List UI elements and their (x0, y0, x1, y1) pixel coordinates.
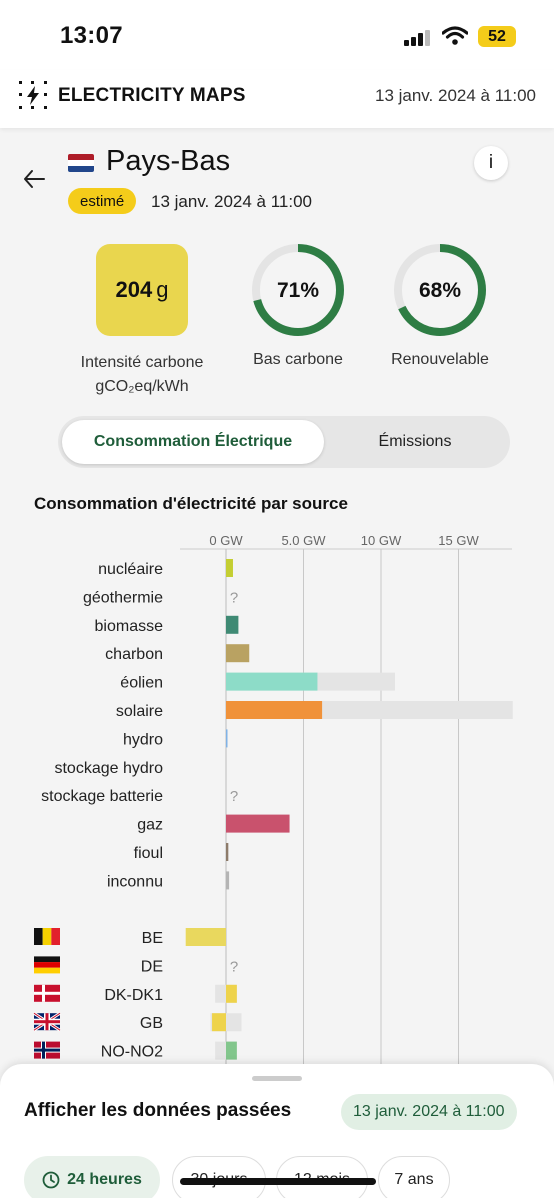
estimated-badge: estimé (68, 188, 137, 214)
view-toggle: Consommation Électrique Émissions (58, 416, 510, 468)
flag-stripe (51, 928, 60, 945)
source-bar (226, 672, 318, 691)
chart-title: Consommation d'électricité par source (34, 494, 348, 513)
source-label: solaire (116, 703, 163, 720)
period-7y-button[interactable]: 7 ans (378, 1156, 450, 1198)
renewable-donut (394, 244, 486, 336)
source-label: stockage hydro (54, 760, 163, 777)
battery-indicator: 52 (478, 26, 516, 47)
source-bar (226, 559, 233, 577)
home-indicator (180, 1178, 376, 1185)
source-bar (226, 871, 230, 890)
netherlands-flag-icon (68, 154, 94, 172)
axis-tick-label: 5.0 GW (281, 533, 326, 548)
carbon-intensity-unit: g (156, 277, 169, 302)
period-12m-button[interactable]: 12 mois (276, 1156, 368, 1198)
status-time: 13:07 (60, 22, 123, 49)
app-title: ELECTRICITY MAPS (58, 85, 246, 106)
carbon-intensity-unit-label: gCO₂eq/kWh (95, 378, 189, 395)
source-label: stockage batterie (41, 788, 163, 805)
exchange-label: GB (140, 1015, 163, 1032)
axis-tick-label: 0 GW (209, 533, 243, 548)
low-carbon-value: 71% (276, 279, 320, 302)
history-date-pill[interactable]: 13 janv. 2024 à 11:00 (341, 1094, 517, 1130)
period-24h-button[interactable]: 24 heures (24, 1156, 160, 1198)
source-label: charbon (105, 646, 163, 663)
period-24h-label: 24 heures (67, 1171, 142, 1188)
exchange-label: DE (141, 958, 163, 975)
clock-icon (42, 1171, 60, 1189)
wifi-icon (442, 26, 468, 45)
exchange-bar (226, 984, 237, 1003)
app-header: ELECTRICITY MAPS 13 janv. 2024 à 11:00 (0, 70, 554, 128)
flag-stripe (42, 928, 52, 945)
source-label: fioul (134, 845, 163, 862)
exchange-label: NO-NO2 (101, 1044, 163, 1061)
source-label: inconnu (107, 873, 163, 890)
renewable-arc (394, 244, 486, 336)
carbon-intensity-label-line1: Intensité carbone (80, 354, 204, 371)
source-bar (226, 701, 323, 719)
back-arrow-icon[interactable] (22, 168, 46, 190)
sheet-drag-handle[interactable] (252, 1076, 302, 1081)
exchange-bar (185, 928, 226, 946)
flag-stripe (34, 962, 60, 968)
carbon-intensity-label: Intensité carbone gCO₂eq/kWh (62, 351, 222, 399)
electricity-maps-logo-icon[interactable] (18, 80, 48, 110)
consumption-by-source-chart: 0 GW 5.0 GW 10 GW 15 GW nucléaire géothermie?… (33, 533, 513, 1065)
unknown-value-mark: ? (230, 958, 238, 975)
flag-cross (34, 991, 60, 995)
exchange-bar (212, 1013, 226, 1032)
low-carbon-donut (252, 244, 344, 336)
history-sheet: Afficher les données passées 13 janv. 20… (0, 1064, 554, 1198)
flag-cross (34, 1020, 60, 1024)
source-label: nucléaire (98, 561, 163, 578)
signal-icon (404, 30, 430, 46)
source-label: géothermie (83, 589, 163, 606)
zone-name: Pays-Bas (106, 145, 231, 177)
toggle-emissions[interactable]: Émissions (378, 433, 452, 450)
source-label: hydro (123, 731, 163, 748)
unknown-value-mark: ? (230, 788, 238, 805)
renewable-label: Renouvelable (391, 351, 489, 368)
flag-cross (34, 1048, 60, 1052)
exchange-bar (226, 1041, 237, 1060)
exchange-label: BE (142, 930, 163, 947)
flag-stripe (34, 928, 43, 945)
carbon-intensity-box: 204 g (96, 244, 188, 336)
low-carbon-label: Bas carbone (253, 351, 343, 368)
source-bar (226, 644, 250, 663)
source-bar (226, 729, 228, 748)
low-carbon-arc (252, 244, 344, 336)
source-bar (226, 615, 239, 634)
zone-datetime: 13 janv. 2024 à 11:00 (151, 192, 313, 211)
toggle-consumption[interactable]: Consommation Électrique (62, 420, 324, 464)
source-bar (226, 843, 229, 861)
info-button[interactable]: i (474, 146, 508, 180)
source-label: éolien (120, 675, 163, 692)
flag-stripe (34, 967, 60, 974)
history-title: Afficher les données passées (24, 1100, 292, 1121)
period-30d-button[interactable]: 30 jours (172, 1156, 266, 1198)
axis-tick-label: 10 GW (361, 533, 402, 548)
source-label: gaz (137, 817, 163, 834)
unknown-value-mark: ? (230, 589, 238, 606)
renewable-value: 68% (418, 279, 462, 302)
source-label: biomasse (95, 618, 164, 635)
exchange-label: DK-DK1 (104, 987, 163, 1004)
axis-tick-label: 15 GW (438, 533, 479, 548)
source-bar (226, 814, 290, 833)
carbon-intensity-value: 204 (115, 277, 153, 302)
status-bar: 13:07 52 (0, 0, 554, 70)
header-datetime: 13 janv. 2024 à 11:00 (374, 86, 536, 105)
flag-stripe (34, 956, 60, 963)
